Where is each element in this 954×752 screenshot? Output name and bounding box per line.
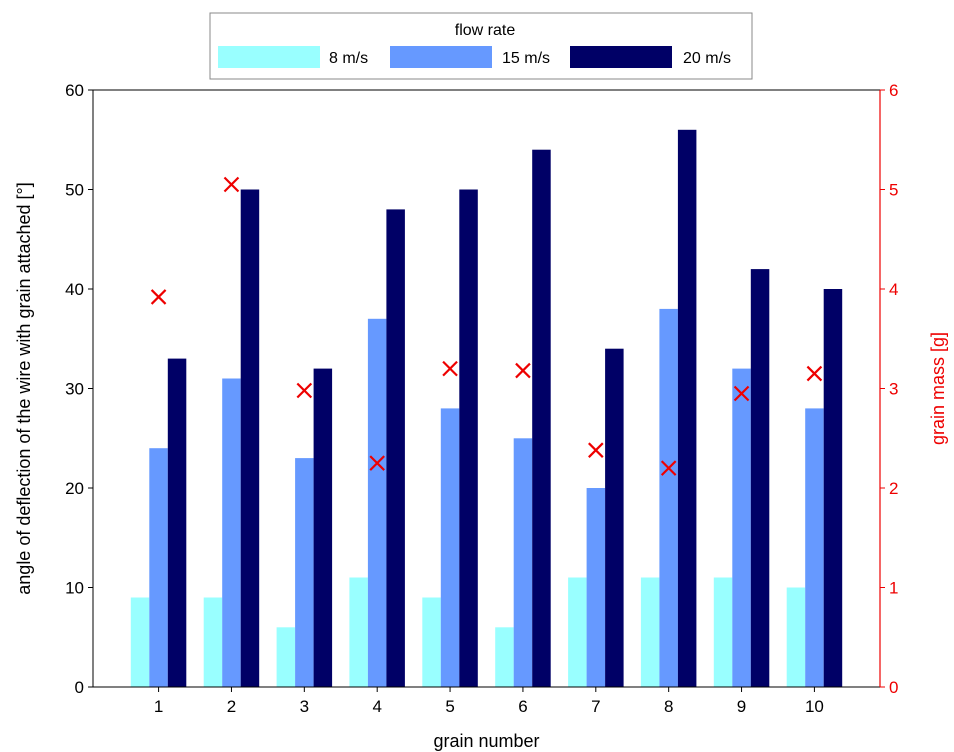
bar-1-grain-4 bbox=[349, 578, 368, 688]
bar-1-grain-1 bbox=[131, 598, 150, 688]
bar-3-grain-5 bbox=[459, 190, 478, 688]
y-axis-title: angle of deflection of the wire with gra… bbox=[14, 182, 34, 594]
y2-tick-label: 5 bbox=[889, 181, 898, 200]
y-tick-label: 0 bbox=[75, 678, 84, 697]
ticks-layer: 0 10 20 30 40 50 60 0 1 2 3 4 5 6 1 2 3 4 5 6 7 8 9 10 bbox=[65, 81, 898, 716]
bar-2-grain-5 bbox=[441, 408, 460, 687]
bar-1-grain-8 bbox=[641, 578, 660, 688]
x-tick-label: 1 bbox=[154, 697, 163, 716]
x-axis-title: grain number bbox=[433, 731, 539, 751]
x-tick-label: 8 bbox=[664, 697, 673, 716]
legend-title: flow rate bbox=[455, 22, 516, 39]
x-tick-label: 10 bbox=[805, 697, 824, 716]
x-tick-label: 5 bbox=[445, 697, 454, 716]
x-tick-label: 7 bbox=[591, 697, 600, 716]
y2-tick-label: 3 bbox=[889, 380, 898, 399]
mass-marker-grain-6 bbox=[516, 364, 530, 378]
bar-3-grain-1 bbox=[168, 359, 187, 687]
bar-2-grain-7 bbox=[587, 488, 606, 687]
x-tick-label: 2 bbox=[227, 697, 236, 716]
bar-3-grain-2 bbox=[241, 190, 260, 688]
bar-1-grain-2 bbox=[204, 598, 223, 688]
y-tick-label: 40 bbox=[65, 280, 84, 299]
bar-1-grain-7 bbox=[568, 578, 587, 688]
mass-marker-grain-2 bbox=[224, 178, 238, 192]
bar-3-grain-6 bbox=[532, 150, 551, 687]
mass-marker-grain-3 bbox=[297, 383, 311, 397]
y-tick-label: 60 bbox=[65, 81, 84, 100]
bar-2-grain-10 bbox=[805, 408, 824, 687]
bar-1-grain-5 bbox=[422, 598, 441, 688]
mass-marker-grain-10 bbox=[807, 367, 821, 381]
y-tick-label: 20 bbox=[65, 479, 84, 498]
bar-2-grain-6 bbox=[514, 438, 533, 687]
bar-2-grain-9 bbox=[732, 369, 751, 687]
y-tick-label: 50 bbox=[65, 181, 84, 200]
bars-layer bbox=[131, 130, 842, 687]
y-tick-label: 30 bbox=[65, 380, 84, 399]
legend-label-2: 15 m/s bbox=[502, 50, 550, 67]
y2-tick-label: 1 bbox=[889, 579, 898, 598]
mass-marker-grain-5 bbox=[443, 362, 457, 376]
bar-3-grain-8 bbox=[678, 130, 697, 687]
bar-3-grain-3 bbox=[314, 369, 333, 687]
bar-3-grain-10 bbox=[824, 289, 843, 687]
y-tick-label: 10 bbox=[65, 579, 84, 598]
legend: flow rate 8 m/s 15 m/s 20 m/s bbox=[210, 13, 752, 79]
legend-label-3: 20 m/s bbox=[683, 50, 731, 67]
bar-1-grain-10 bbox=[787, 588, 806, 688]
legend-swatch-1 bbox=[218, 46, 320, 68]
bar-2-grain-3 bbox=[295, 458, 314, 687]
bar-3-grain-4 bbox=[386, 209, 405, 687]
x-tick-label: 9 bbox=[737, 697, 746, 716]
bar-2-grain-8 bbox=[659, 309, 678, 687]
mass-marker-grain-1 bbox=[152, 290, 166, 304]
legend-swatch-2 bbox=[390, 46, 492, 68]
x-tick-label: 6 bbox=[518, 697, 527, 716]
bar-2-grain-1 bbox=[149, 448, 168, 687]
x-tick-label: 3 bbox=[300, 697, 309, 716]
bar-3-grain-7 bbox=[605, 349, 624, 687]
bar-2-grain-2 bbox=[222, 379, 241, 688]
x-tick-label: 4 bbox=[372, 697, 381, 716]
y2-tick-label: 0 bbox=[889, 678, 898, 697]
y2-tick-label: 2 bbox=[889, 479, 898, 498]
bar-1-grain-3 bbox=[277, 627, 296, 687]
bar-1-grain-6 bbox=[495, 627, 514, 687]
y2-axis-title: grain mass [g] bbox=[928, 332, 948, 445]
legend-label-1: 8 m/s bbox=[329, 50, 368, 67]
y2-tick-label: 4 bbox=[889, 280, 898, 299]
legend-items: 8 m/s 15 m/s 20 m/s bbox=[218, 46, 731, 68]
y2-tick-label: 6 bbox=[889, 81, 898, 100]
legend-swatch-3 bbox=[570, 46, 672, 68]
bar-2-grain-4 bbox=[368, 319, 387, 687]
bar-3-grain-9 bbox=[751, 269, 770, 687]
bar-1-grain-9 bbox=[714, 578, 733, 688]
mass-marker-grain-7 bbox=[589, 443, 603, 457]
